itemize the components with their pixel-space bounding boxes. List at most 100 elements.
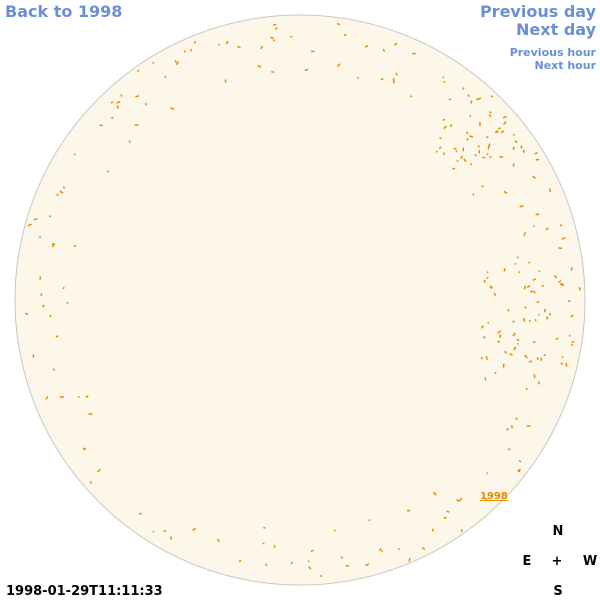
feature-mark	[517, 270, 521, 274]
feature-mark	[502, 121, 507, 125]
feature-mark	[144, 102, 147, 106]
feature-mark	[442, 76, 445, 79]
feature-mark	[494, 371, 497, 375]
feature-mark	[477, 97, 482, 100]
feature-mark	[62, 186, 66, 189]
feature-mark	[507, 308, 510, 312]
compass-north: N	[553, 524, 564, 539]
feature-mark	[488, 114, 492, 118]
feature-mark	[517, 469, 521, 472]
feature-mark	[49, 215, 52, 218]
feature-mark	[528, 360, 533, 363]
feature-mark	[263, 526, 266, 529]
feature-mark	[502, 363, 505, 368]
feature-mark	[189, 48, 193, 52]
feature-mark	[24, 312, 29, 316]
feature-mark	[514, 140, 518, 144]
feature-mark	[558, 280, 562, 284]
feature-mark	[524, 306, 527, 309]
feature-mark	[460, 155, 463, 160]
previous-day-link[interactable]: Previous day	[480, 2, 597, 21]
feature-mark	[527, 261, 531, 264]
back-link[interactable]: Back to 1998	[5, 2, 122, 21]
feature-mark	[486, 153, 489, 156]
feature-mark	[469, 114, 472, 117]
feature-mark	[462, 87, 465, 90]
feature-mark	[307, 560, 310, 563]
feature-mark	[532, 175, 537, 179]
feature-mark	[120, 94, 123, 97]
feature-mark	[561, 356, 564, 359]
compass-center: +	[552, 554, 563, 569]
feature-mark	[510, 425, 514, 429]
feature-mark	[523, 285, 527, 290]
feature-mark	[512, 320, 515, 323]
compass-east: E	[523, 554, 532, 569]
feature-mark	[446, 510, 450, 513]
feature-mark	[488, 111, 492, 114]
feature-mark	[237, 45, 241, 49]
feature-mark	[578, 287, 581, 291]
feature-mark	[55, 335, 59, 338]
previous-hour-link[interactable]: Previous hour	[510, 46, 597, 59]
feature-mark	[273, 545, 276, 549]
feature-mark	[174, 59, 177, 63]
feature-mark	[41, 304, 45, 308]
feature-mark	[395, 72, 398, 76]
feature-mark	[520, 145, 523, 149]
feature-mark	[111, 116, 114, 120]
feature-mark	[534, 151, 538, 155]
feature-mark	[270, 36, 274, 40]
feature-mark	[555, 337, 559, 341]
feature-mark	[45, 396, 49, 400]
feature-mark	[27, 223, 32, 227]
feature-mark	[490, 286, 493, 290]
disk-year-link[interactable]: 1998	[480, 491, 508, 502]
feature-mark	[513, 346, 517, 351]
feature-mark	[343, 33, 347, 37]
feature-mark	[56, 193, 59, 197]
feature-marks	[24, 22, 581, 578]
feature-mark	[260, 45, 264, 50]
feature-mark	[225, 40, 229, 45]
feature-mark	[170, 107, 175, 110]
feature-mark	[380, 78, 384, 81]
next-hour-link[interactable]: Next hour	[535, 59, 597, 72]
feature-mark	[518, 459, 522, 463]
feature-mark	[499, 155, 504, 159]
feature-mark	[546, 316, 549, 320]
feature-mark	[543, 308, 546, 313]
feature-mark	[408, 557, 411, 562]
feature-mark	[532, 278, 537, 282]
feature-mark	[514, 262, 517, 265]
feature-mark	[532, 225, 535, 228]
feature-mark	[489, 285, 492, 289]
feature-mark	[472, 193, 475, 196]
compass-south: S	[553, 584, 562, 599]
feature-mark	[537, 381, 541, 385]
timestamp: 1998-01-29T11:11:33	[6, 584, 163, 599]
feature-mark	[463, 158, 467, 163]
feature-mark	[409, 95, 413, 98]
feature-mark	[545, 227, 549, 231]
feature-mark	[106, 170, 110, 173]
feature-mark	[308, 565, 312, 570]
next-day-link[interactable]: Next day	[516, 20, 597, 39]
feature-mark	[88, 412, 93, 416]
feature-mark	[192, 527, 197, 532]
feature-mark	[456, 499, 460, 502]
feature-mark	[443, 125, 447, 130]
feature-mark	[515, 417, 518, 421]
feature-mark	[548, 188, 552, 193]
feature-mark	[477, 145, 481, 148]
feature-mark	[567, 299, 571, 303]
feature-mark	[152, 61, 155, 64]
solar-disk	[14, 14, 586, 586]
feature-mark	[516, 342, 520, 346]
feature-mark	[421, 546, 426, 551]
feature-mark	[529, 290, 534, 293]
feature-mark	[59, 190, 64, 194]
feature-mark	[570, 343, 574, 347]
feature-mark	[337, 22, 341, 26]
feature-mark	[486, 136, 489, 139]
